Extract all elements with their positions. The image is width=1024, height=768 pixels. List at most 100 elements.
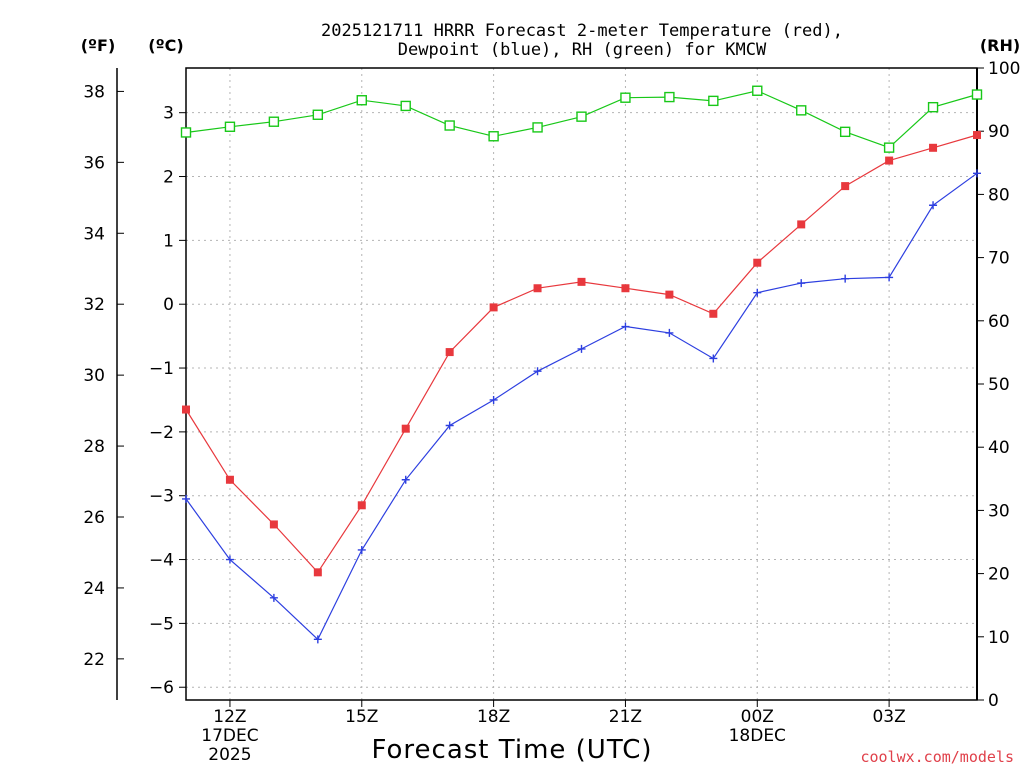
rh-point [839,126,851,138]
dewpoint-point [269,593,278,602]
temperature-point [753,258,762,267]
fahrenheit-tick-label: 22 [83,650,105,670]
data-series [180,85,983,644]
rh-point [400,100,411,112]
rh-point [444,120,455,131]
rh-point [576,111,587,122]
celsius-tick-label: −4 [149,551,174,571]
dewpoint-line [185,172,978,641]
temperature-point [929,143,938,152]
rh-point [620,92,631,103]
dewpoint-point [445,421,454,430]
rh-point [488,131,499,142]
x-tick-label: 03Z [872,707,905,727]
temperature-point [225,475,234,484]
dewpoint-point [709,354,718,363]
chart-title-line1: 2025121711 HRRR Forecast 2-meter Tempera… [321,21,843,41]
celsius-unit-label: (ºC) [148,36,183,55]
dewpoint-point [753,288,762,297]
dewpoint-point [401,475,410,484]
temperature-point [489,303,498,312]
fahrenheit-tick-label: 34 [83,224,105,244]
celsius-tick-label: −5 [149,614,174,634]
rh-tick-label: 40 [988,438,1010,458]
rh-point [664,91,675,103]
temperature-point [577,277,586,286]
rh-tick-label: 70 [988,249,1010,269]
temperature-point [182,405,190,414]
x-tick-label: 21Z [609,707,642,727]
dewpoint-point [533,367,542,376]
dewpoint-point [841,274,850,283]
rh-unit-label: (RH) [980,36,1020,55]
rh-point [752,85,763,96]
dewpoint-point [313,635,322,644]
celsius-tick-label: 3 [163,104,174,124]
rh-point [312,109,324,120]
dewpoint-point [885,273,894,282]
rh-point [971,89,983,100]
dewpoint-point [621,322,630,331]
rh-point [796,105,807,116]
fahrenheit-tick-label: 30 [83,366,105,386]
temperature-point [973,131,981,140]
fahrenheit-tick-label: 24 [83,579,105,599]
rh-point [708,95,719,107]
rh-tick-label: 90 [988,122,1010,142]
chart-title-line2: Dewpoint (blue), RH (green) for KMCW [398,40,767,60]
celsius-tick-label: 1 [163,231,174,251]
temperature-point [445,348,454,357]
gridlines [186,68,977,700]
celsius-tick-label: 0 [163,295,174,315]
rh-tick-label: 30 [988,501,1010,521]
fahrenheit-tick-label: 36 [83,153,105,173]
temperature-point [885,156,894,165]
rh-tick-label: 100 [988,59,1020,79]
temperature-point [621,284,630,293]
dewpoint-point [225,555,234,564]
temperature-point [401,424,410,433]
fahrenheit-tick-label: 32 [83,295,105,315]
dewpoint-point [182,494,190,503]
rh-tick-label: 60 [988,312,1010,332]
rh-point [180,127,192,138]
rh-point [356,95,367,106]
fahrenheit-tick-label: 28 [83,437,105,457]
fahrenheit-unit-label: (ºF) [81,36,116,55]
dewpoint-point [489,395,498,404]
rh-point [883,142,895,153]
dewpoint-point [665,328,674,337]
dewpoint-point [929,201,938,210]
temperature-point [709,309,718,318]
temperature-point [841,182,850,191]
fahrenheit-tick-label: 26 [83,508,105,528]
rh-point [224,121,236,132]
x-tick-date: 18DEC [729,726,786,746]
plot-frame [185,67,978,701]
temperature-point [357,501,366,510]
fahrenheit-tick-label: 38 [83,82,105,102]
rh-tick-label: 0 [988,691,999,711]
temperature-point [533,284,542,293]
x-tick-label: 15Z [345,707,378,727]
dewpoint-point [577,344,586,353]
x-tick-year: 2025 [208,745,251,765]
rh-point [927,101,939,113]
rh-tick-label: 20 [988,565,1010,585]
x-tick-label: 18Z [477,707,510,727]
rh-tick-label: 10 [988,628,1010,648]
dewpoint-point [973,169,981,178]
rh-point [532,122,543,133]
celsius-tick-label: 2 [163,168,174,188]
celsius-tick-label: −1 [149,359,174,379]
temperature-point [797,220,806,229]
dewpoint-point [357,545,366,554]
rh-point [268,116,280,127]
x-tick-date: 17DEC [201,726,258,746]
rh-tick-label: 50 [988,375,1010,395]
temperature-line [185,134,978,574]
celsius-tick-label: −6 [149,678,174,698]
x-tick-label: 00Z [741,707,774,727]
